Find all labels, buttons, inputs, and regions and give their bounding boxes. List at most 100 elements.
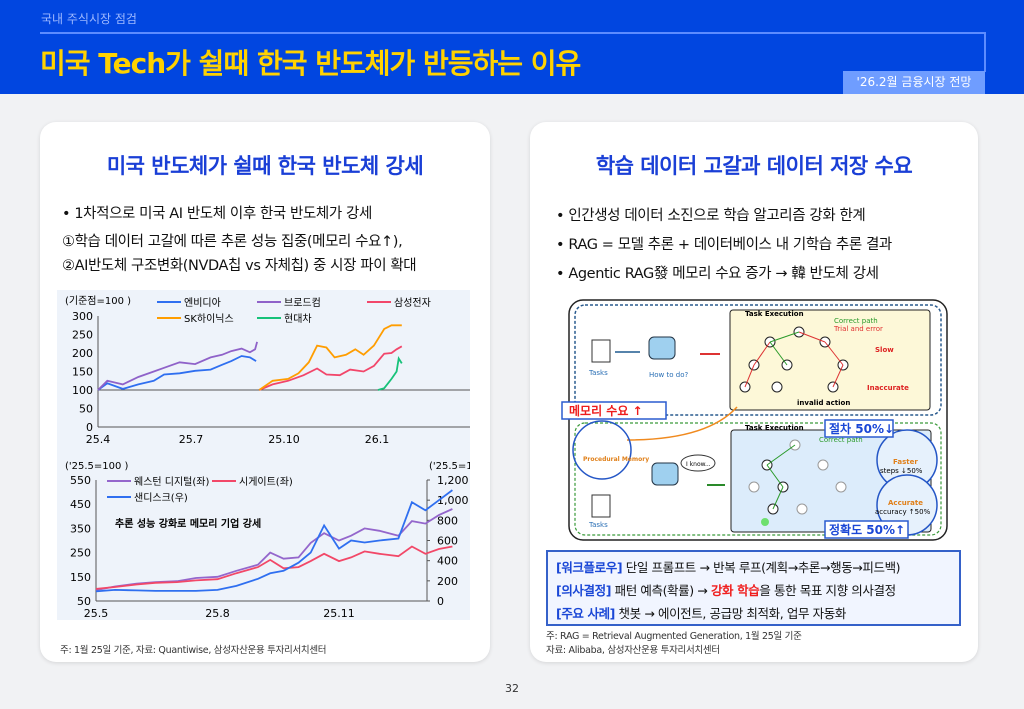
legend-trial: Trial and error: [833, 325, 883, 333]
how-to-do-label: How to do?: [649, 371, 688, 379]
task-execution-panel-top: [729, 309, 931, 411]
y2-axis-label: ('25.5=100): [429, 461, 470, 472]
agentic-rag-diagram: Task Execution Correct path Trial and er…: [557, 295, 960, 545]
legend-correct: Correct path: [819, 436, 863, 444]
y-tick-label: 150: [72, 366, 93, 379]
check-icon: [761, 518, 769, 526]
legend-label: 브로드컴: [284, 297, 321, 309]
y-axis-label: (기준점=100 ): [65, 295, 131, 307]
header: 국내 주식시장 점검 미국 Tech가 쉴때 한국 반도체가 반등하는 이유 '…: [0, 0, 1024, 94]
y2-tick-label: 600: [437, 535, 458, 548]
legend-label: 현대차: [284, 313, 312, 325]
x-tick-label: 25.8: [205, 607, 230, 620]
y-tick-label: 200: [72, 347, 93, 360]
y-tick-label: 50: [79, 403, 93, 416]
series-line: [97, 355, 257, 391]
y2-tick-label: 0: [437, 595, 444, 608]
with-memory-frame: [574, 422, 942, 536]
summary-line: [주요 사례] 챗봇 → 에이전트, 공급망 최적화, 업무 자동화: [556, 606, 846, 621]
divider: [984, 32, 986, 72]
legend-label: SK하이닉스: [184, 312, 234, 325]
robot-icon: [651, 462, 679, 486]
bullet: • Agentic RAG發 메모리 수요 증가 → 韓 반도체 강세: [556, 266, 879, 282]
accuracy-callout-label: 정확도 50%↑: [829, 522, 905, 537]
legend-correct: Correct path: [834, 317, 878, 325]
accurate-label: Accurate: [888, 499, 923, 507]
x-tick-label: 25.5: [84, 607, 109, 620]
series-line: [258, 324, 402, 391]
y-tick-label: 100: [72, 384, 93, 397]
right-heading: 학습 데이터 고갈과 데이터 저장 수요: [595, 154, 913, 178]
chart-2: 50 150 250 350 450 550 25.5 25.8 25.11 ('25.5=100…: [57, 455, 489, 620]
accuracy-callout: [824, 520, 909, 539]
without-memory-frame: [574, 304, 942, 416]
chart-1: 0 50 100 150 200 250 300 25.4 25.7 25.10 26.1 (기준점=…: [57, 290, 470, 455]
text-line: ②AI반도체 구조변화(NVDA칩 vs 자체칩) 중 시장 파이 확대: [62, 258, 417, 274]
x-tick-label: 25.11: [323, 607, 355, 620]
memory-highlight-circle: [572, 420, 632, 480]
robot-icon: [648, 336, 676, 360]
legend-label: 웨스턴 디지털(좌): [134, 476, 209, 488]
legend-label: 샌디스크(우): [134, 492, 188, 504]
y-tick-label: 450: [70, 498, 91, 511]
faster-label: Faster: [893, 458, 918, 466]
legend-label: 시게이트(좌): [239, 476, 293, 488]
page-number: 32: [505, 682, 519, 695]
tasks-label: Tasks: [588, 369, 608, 377]
y2-tick-label: 1,000: [437, 494, 469, 507]
arrow: [626, 406, 738, 441]
left-heading: 미국 반도체가 쉴때 한국 반도체 강세: [106, 154, 424, 178]
svg-text:Procedural Memory: Procedural Memory: [583, 456, 649, 463]
divider: [40, 32, 986, 34]
inaccurate-label: Inaccurate: [867, 384, 909, 392]
y2-tick-label: 200: [437, 575, 458, 588]
summary-line: [워크플로우] 단일 프롬프트 → 반복 루프(계획→추론→행동→피드백): [556, 560, 901, 575]
accuracy-label: accuracy ↑50%: [875, 508, 931, 516]
tasks-clipboard-icon: [591, 339, 611, 363]
series-line: [377, 356, 403, 391]
steps-label: steps ↓50%: [880, 467, 923, 475]
footnote: 주: RAG = Retrieval Augmented Generation,…: [546, 631, 802, 642]
y2-tick-label: 800: [437, 514, 458, 527]
bullet: • 1차적으로 미국 AI 반도체 이후 한국 반도체가 강세: [62, 206, 372, 222]
chart-annotation: 추론 성능 강화로 메모리 기업 강세: [115, 517, 261, 530]
tasks-label: Tasks: [588, 521, 608, 529]
source-note: 자료: Alibaba, 삼성자산운용 투자리서치센터: [546, 645, 720, 656]
x-tick-label: 25.7: [179, 433, 204, 446]
panel-label: Task Execution: [745, 424, 804, 432]
outer-frame: [568, 299, 948, 541]
chart-2-svg: 50 150 250 350 450 550 25.5 25.8 25.11 ('25.5=100…: [65, 461, 489, 620]
chart-1-svg: 0 50 100 150 200 250 300 25.4 25.7 25.10 26.1 (기준점=…: [65, 295, 470, 446]
bullet: • RAG = 모델 추론 + 데이터베이스 내 기학습 추론 결과: [556, 237, 892, 253]
x-tick-label: 26.1: [365, 433, 390, 446]
series-line: [95, 545, 453, 590]
y2-tick-label: 400: [437, 555, 458, 568]
steps-callout-label: 절차 50%↓: [829, 421, 894, 436]
series-line: [97, 341, 258, 391]
legend-label: 엔비디아: [184, 297, 221, 309]
y2-tick-label: 1,200: [437, 474, 469, 487]
y-axis-label: ('25.5=100 ): [65, 461, 129, 472]
i-know-label: I know...: [686, 461, 711, 468]
section-label: 국내 주식시장 점검: [41, 12, 137, 26]
slow-label: Slow: [875, 346, 894, 354]
text-line: ①학습 데이터 고갈에 따른 추론 성능 집중(메모리 수요↑),: [62, 234, 403, 250]
y-tick-label: 550: [70, 474, 91, 487]
source-note: 주: 1월 25일 기준, 자료: Quantiwise, 삼성자산운용 투자리…: [60, 645, 327, 656]
series-line: [258, 345, 403, 391]
panel-label: Task Execution: [745, 310, 804, 318]
series-line: [95, 489, 453, 593]
memory-demand-callout: [561, 401, 667, 420]
tasks-clipboard-icon: [591, 494, 611, 518]
procedural-memory-label: Procedural Memory: [583, 456, 649, 463]
x-tick-label: 25.4: [86, 433, 111, 446]
y-tick-label: 0: [86, 421, 93, 434]
thought-bubble: [680, 454, 716, 472]
summary-box: [워크플로우] 단일 프롬프트 → 반복 루프(계획→추론→행동→피드백) [의…: [546, 550, 961, 626]
summary-line: [의사결정] 패턴 예측(확률) → 강화 학습을 통한 목표 지향 의사결정: [556, 583, 896, 598]
memory-demand-label: 메모리 수요 ↑: [569, 403, 643, 418]
y-tick-label: 300: [72, 310, 93, 323]
y-tick-label: 250: [72, 329, 93, 342]
y-tick-label: 350: [70, 522, 91, 535]
page-title: 미국 Tech가 쉴때 한국 반도체가 반등하는 이유: [40, 47, 581, 80]
